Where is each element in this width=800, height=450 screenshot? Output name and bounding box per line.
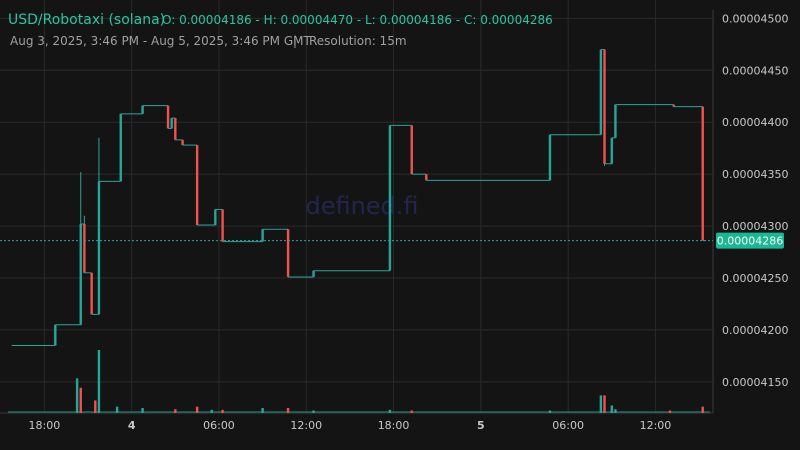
price-candle-body	[286, 229, 290, 277]
price-tick-label: 0.00004500	[722, 12, 788, 25]
time-tick-label: 12:00	[640, 419, 672, 432]
price-axis-labels: 0.00004150 0.00004200 0.00004250 0.00004300…	[722, 12, 788, 388]
price-candle-body	[221, 209, 224, 242]
price-candle-body	[599, 49, 603, 135]
price-candle-body	[548, 134, 552, 181]
price-candle-body	[170, 118, 173, 129]
price-tick-label: 0.00004400	[722, 116, 788, 129]
price-tick-label: 0.00004150	[722, 376, 788, 389]
volume-bar	[286, 407, 290, 413]
price-tick-label: 0.00004200	[722, 324, 788, 337]
volume-bar	[261, 407, 264, 413]
volume-bar	[668, 410, 672, 413]
price-tick-label: 0.00004300	[722, 220, 788, 233]
price-candle-body	[312, 270, 315, 277]
price-tick-label: 0.00004450	[722, 64, 788, 77]
price-candle-body	[174, 118, 177, 140]
time-tick-label: 4	[128, 419, 136, 432]
price-candle-body	[90, 272, 93, 315]
price-candle-body	[388, 125, 392, 271]
price-candle-body	[166, 105, 170, 129]
price-candle-body	[610, 137, 613, 164]
price-tick-label: 0.00004350	[722, 168, 788, 181]
time-tick-label: 12:00	[290, 419, 322, 432]
volume-bar	[94, 400, 97, 413]
price-candle-body	[141, 105, 144, 114]
volume-bar	[410, 410, 413, 413]
volume-bar	[603, 395, 606, 413]
price-candle-body	[195, 145, 199, 226]
price-candle-body	[97, 181, 101, 315]
volume-bar	[388, 409, 392, 413]
volume-bar	[610, 405, 613, 413]
price-candle-body	[54, 324, 57, 346]
volume-bar	[221, 409, 224, 413]
header-date-range: Aug 3, 2025, 3:46 PM - Aug 5, 2025, 3:46…	[10, 34, 311, 48]
price-candle-body	[181, 139, 184, 146]
volume-bar	[79, 387, 82, 413]
volume-bar	[97, 350, 101, 413]
price-candle-body	[614, 104, 617, 138]
grid-lines	[0, 0, 713, 413]
volume-bar	[701, 406, 704, 413]
price-tick-label: 0.00004250	[722, 272, 788, 285]
last-price-label: 0.00004286	[717, 235, 783, 248]
volume-bar	[312, 410, 315, 413]
price-candle-body	[214, 209, 217, 226]
volume-bar	[75, 378, 79, 413]
price-candle-body	[603, 49, 606, 164]
price-candle-body	[425, 174, 428, 181]
last-price-badge-background	[716, 232, 784, 249]
volume-bars	[8, 350, 710, 413]
volume-bar	[141, 407, 144, 413]
header-ohlc: O: 0.00004186 - H: 0.00004470 - L: 0.000…	[162, 13, 553, 27]
time-tick-label: 06:00	[552, 419, 584, 432]
time-axis-labels: 18:00 4 06:00 12:00 18:00 5 06:00 12:00	[29, 419, 672, 432]
header-pair-title: USD/Robotaxi (solana)	[8, 12, 165, 28]
time-tick-label: 06:00	[203, 419, 235, 432]
time-tick-label: 18:00	[378, 419, 410, 432]
price-candle-body	[83, 224, 86, 273]
time-tick-label: 5	[477, 419, 485, 432]
price-candle-body	[410, 125, 413, 175]
volume-bar	[614, 409, 617, 413]
volume-bar	[210, 409, 213, 413]
volume-bar	[115, 406, 119, 413]
price-candle-body	[672, 104, 675, 107]
watermark: defined.fi	[305, 192, 418, 220]
chart-header: USD/Robotaxi (solana) O: 0.00004186 - H:…	[8, 12, 553, 48]
header-separator: |	[293, 34, 297, 48]
volume-bar	[548, 410, 552, 413]
price-candle-body	[701, 106, 704, 241]
time-tick-label: 18:00	[29, 419, 61, 432]
price-candle-body	[261, 229, 264, 242]
price-candles	[11, 49, 706, 346]
volume-bar	[599, 395, 603, 413]
axes	[0, 10, 714, 414]
last-price-badge: 0.00004286	[716, 232, 784, 249]
price-candle-body	[119, 113, 122, 182]
volume-baseline	[8, 411, 710, 413]
price-candle-body	[79, 224, 82, 325]
header-resolution: Resolution: 15m	[309, 34, 407, 48]
volume-bar	[195, 406, 199, 413]
volume-bar	[174, 409, 177, 413]
